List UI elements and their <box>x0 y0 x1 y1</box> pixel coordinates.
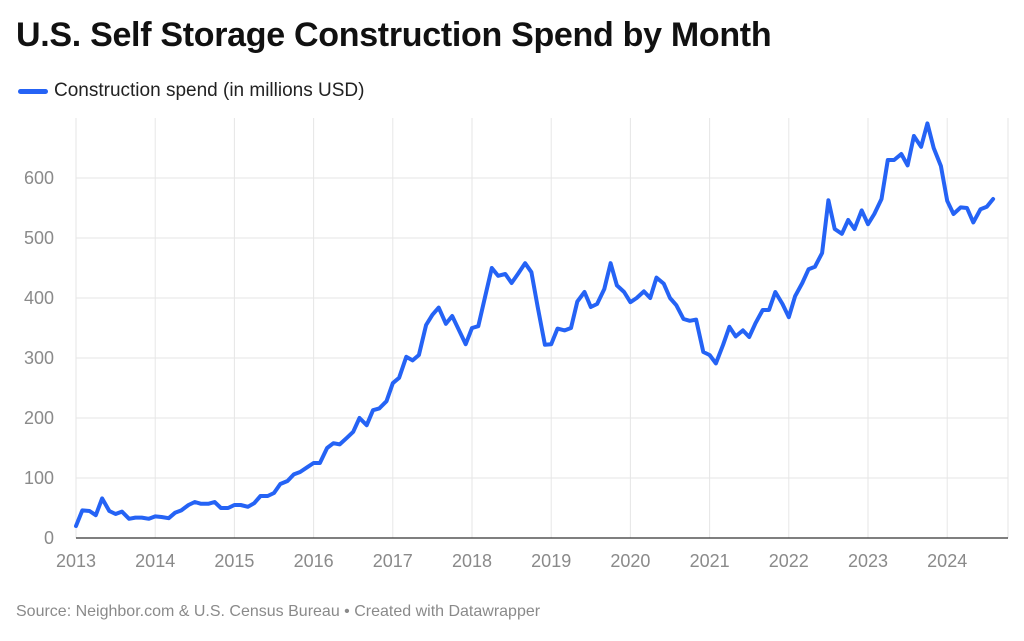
source-note: Source: Neighbor.com & U.S. Census Burea… <box>16 603 541 620</box>
series-line <box>74 121 996 528</box>
x-tick-label: 2018 <box>452 551 492 571</box>
y-tick-label: 500 <box>24 228 54 248</box>
x-tick-label: 2017 <box>373 551 413 571</box>
x-tick-label: 2023 <box>848 551 888 571</box>
chart-title: U.S. Self Storage Construction Spend by … <box>16 16 772 54</box>
legend-label: Construction spend (in millions USD) <box>54 80 365 101</box>
x-tick-label: 2021 <box>690 551 730 571</box>
legend: Construction spend (in millions USD) <box>18 80 364 102</box>
y-tick-label: 200 <box>24 408 54 428</box>
x-tick-label: 2013 <box>56 551 96 571</box>
legend-swatch <box>18 88 48 94</box>
y-tick-label: 600 <box>24 168 54 188</box>
gridlines <box>75 118 1009 539</box>
y-tick-label: 0 <box>44 528 54 548</box>
x-tick-label: 2014 <box>135 551 175 571</box>
x-tick-label: 2024 <box>927 551 967 571</box>
y-tick-label: 300 <box>24 348 54 368</box>
x-tick-label: 2020 <box>610 551 650 571</box>
y-tick-label: 400 <box>24 288 54 308</box>
x-tick-label: 2022 <box>769 551 809 571</box>
series-group <box>74 121 996 528</box>
x-tick-label: 2015 <box>214 551 254 571</box>
x-axis: 2013 2014 2015 2016 2017 2018 2019 2020 2021 2022… <box>56 551 967 571</box>
y-axis: 0 100 200 300 400 500 600 <box>24 168 54 548</box>
x-tick-label: 2019 <box>531 551 571 571</box>
y-tick-label: 100 <box>24 468 54 488</box>
x-tick-label: 2016 <box>294 551 334 571</box>
